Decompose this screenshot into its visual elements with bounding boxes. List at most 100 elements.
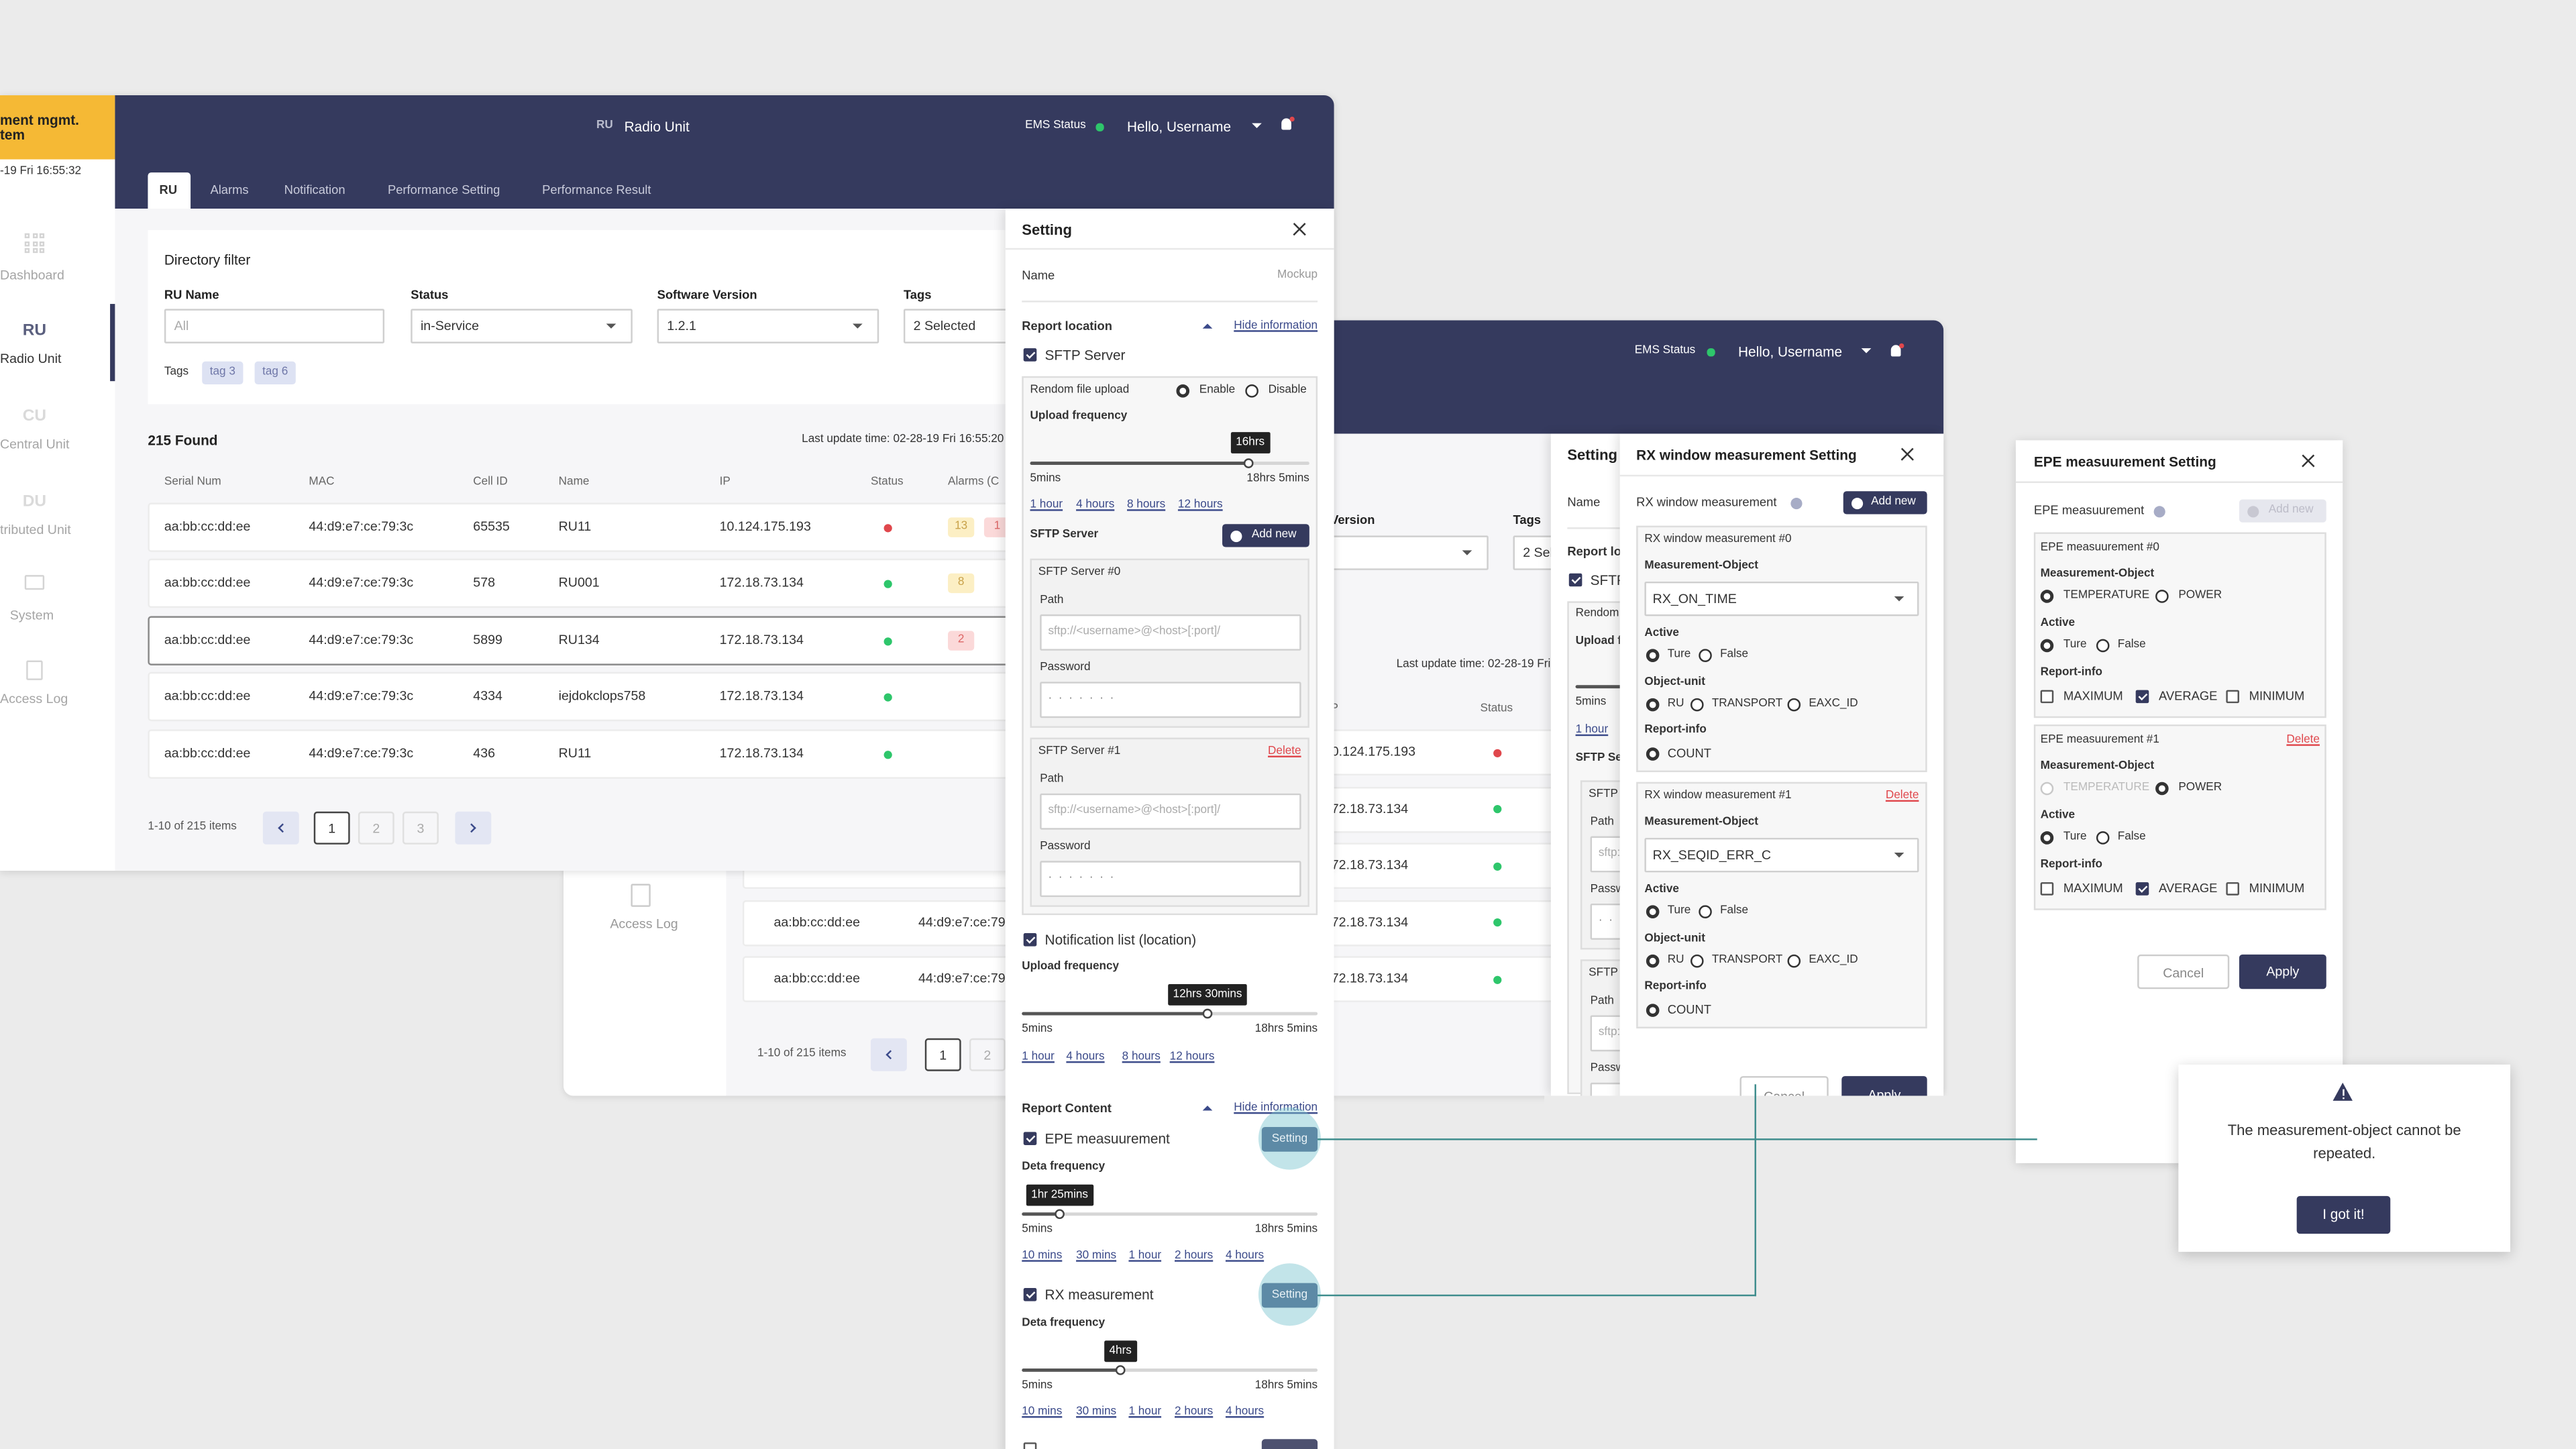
link[interactable]: 4 hours [1225,1250,1265,1262]
input[interactable] [1040,614,1301,651]
prev-button[interactable] [262,811,299,845]
table-row[interactable] [148,729,1035,779]
checkbox[interactable] [2040,882,2054,896]
input[interactable] [657,309,879,343]
user-menu[interactable]: Hello, Username [1738,343,1843,360]
alarm-badge[interactable]: 8 [948,573,975,594]
nav-item[interactable]: Dashboard [0,268,64,283]
radio[interactable] [2155,590,2169,603]
radio[interactable] [2096,639,2110,653]
radio[interactable] [2040,639,2054,653]
input[interactable] [1644,581,1919,616]
checkbox[interactable] [1023,933,1037,947]
nav-item[interactable]: Access Log [0,692,68,707]
user-menu[interactable]: Hello, Username [1127,118,1232,135]
apply-button[interactable]: Apply [2239,954,2326,989]
radio[interactable] [1690,954,1704,968]
page-button[interactable]: 1 [313,811,350,845]
nav-item[interactable]: Access Log [610,916,678,932]
nav-item[interactable]: tributed Unit [0,522,71,537]
next-button[interactable] [455,811,492,845]
nav-item[interactable]: System [9,608,54,623]
page-button[interactable]: 1 [924,1038,961,1071]
setting-button[interactable] [1261,1439,1318,1449]
prev-button[interactable] [870,1038,907,1071]
link[interactable]: 12 hours [1177,499,1223,511]
link[interactable]: 1 hour [1575,724,1609,737]
radio[interactable] [1787,954,1801,968]
checkbox[interactable] [2226,882,2239,896]
checkbox[interactable] [2040,690,2054,704]
link[interactable]: Hide information [1234,320,1318,332]
tag-chip[interactable]: tag 6 [254,361,296,385]
checkbox[interactable] [1023,1442,1037,1449]
link[interactable]: 30 mins [1076,1406,1117,1418]
checkbox[interactable] [1568,573,1582,587]
radio[interactable] [1646,698,1660,712]
checkbox[interactable] [1023,1288,1037,1301]
link[interactable]: 8 hours [1122,1051,1161,1063]
link[interactable]: 4 hours [1225,1406,1265,1418]
link[interactable]: 8 hours [1127,499,1166,511]
radio[interactable] [1699,905,1712,918]
checkbox[interactable] [2135,882,2149,896]
radio[interactable] [1646,747,1660,761]
cancel-button[interactable]: Cancel [2137,954,2230,989]
link[interactable]: 10 mins [1022,1406,1063,1418]
nav-item[interactable]: Radio Unit [0,352,62,367]
tab[interactable]: Performance Result [542,182,651,197]
input[interactable] [164,309,385,343]
alarm-badge[interactable]: 2 [948,631,975,651]
link[interactable]: 2 hours [1175,1250,1214,1262]
radio[interactable] [1646,905,1660,918]
input[interactable] [1040,682,1301,718]
radio[interactable] [2040,831,2054,845]
setting-button[interactable]: Setting [1261,1126,1318,1151]
link[interactable]: 1 hour [1030,499,1063,511]
checkbox[interactable] [2135,690,2149,704]
link[interactable]: 2 hours [1175,1406,1214,1418]
table-row[interactable] [148,502,1035,552]
radio[interactable] [1787,698,1801,712]
checkbox[interactable] [1023,348,1037,362]
link[interactable]: 12 hours [1169,1051,1215,1063]
tab[interactable]: Notification [284,182,345,197]
page-button[interactable]: 2 [969,1038,1006,1071]
tab[interactable]: Alarms [210,182,249,197]
link[interactable]: 4 hours [1076,499,1115,511]
slider-handle[interactable] [1115,1365,1126,1375]
link[interactable]: 1 hour [1022,1051,1055,1063]
radio[interactable] [2096,831,2110,845]
link[interactable]: Delete [1268,745,1301,757]
link[interactable]: 30 mins [1076,1250,1117,1262]
tab[interactable]: RU [159,182,178,197]
link[interactable]: Hide information [1234,1102,1318,1114]
setting-button[interactable]: Setting [1261,1282,1318,1307]
help-icon[interactable] [2153,505,2165,517]
link[interactable]: 1 hour [1128,1250,1162,1262]
bell-icon[interactable] [1281,118,1291,130]
help-icon[interactable] [1790,496,1802,508]
input[interactable] [1040,861,1301,898]
tab[interactable]: Performance Setting [387,182,500,197]
confirm-button[interactable]: I got it! [2296,1195,2391,1234]
radio[interactable] [2040,590,2054,603]
input[interactable] [1644,837,1919,873]
radio[interactable] [1690,698,1704,712]
link[interactable]: Delete [1885,790,1919,802]
link[interactable]: 10 mins [1022,1250,1063,1262]
link[interactable]: Delete [2286,734,2320,746]
input[interactable] [1040,793,1301,830]
checkbox[interactable] [1023,1132,1037,1145]
page-button[interactable]: 2 [358,811,394,845]
tag-chip[interactable]: tag 3 [202,361,244,385]
radio[interactable] [1646,954,1660,968]
slider-handle[interactable] [1243,458,1254,468]
nav-item[interactable]: Central Unit [0,437,70,452]
radio[interactable] [1699,649,1712,662]
slider-handle[interactable] [1055,1209,1065,1220]
alarm-badge[interactable]: 13 [948,517,975,537]
slider-handle[interactable] [1202,1008,1213,1019]
input[interactable] [411,309,633,343]
radio[interactable] [2155,782,2169,796]
